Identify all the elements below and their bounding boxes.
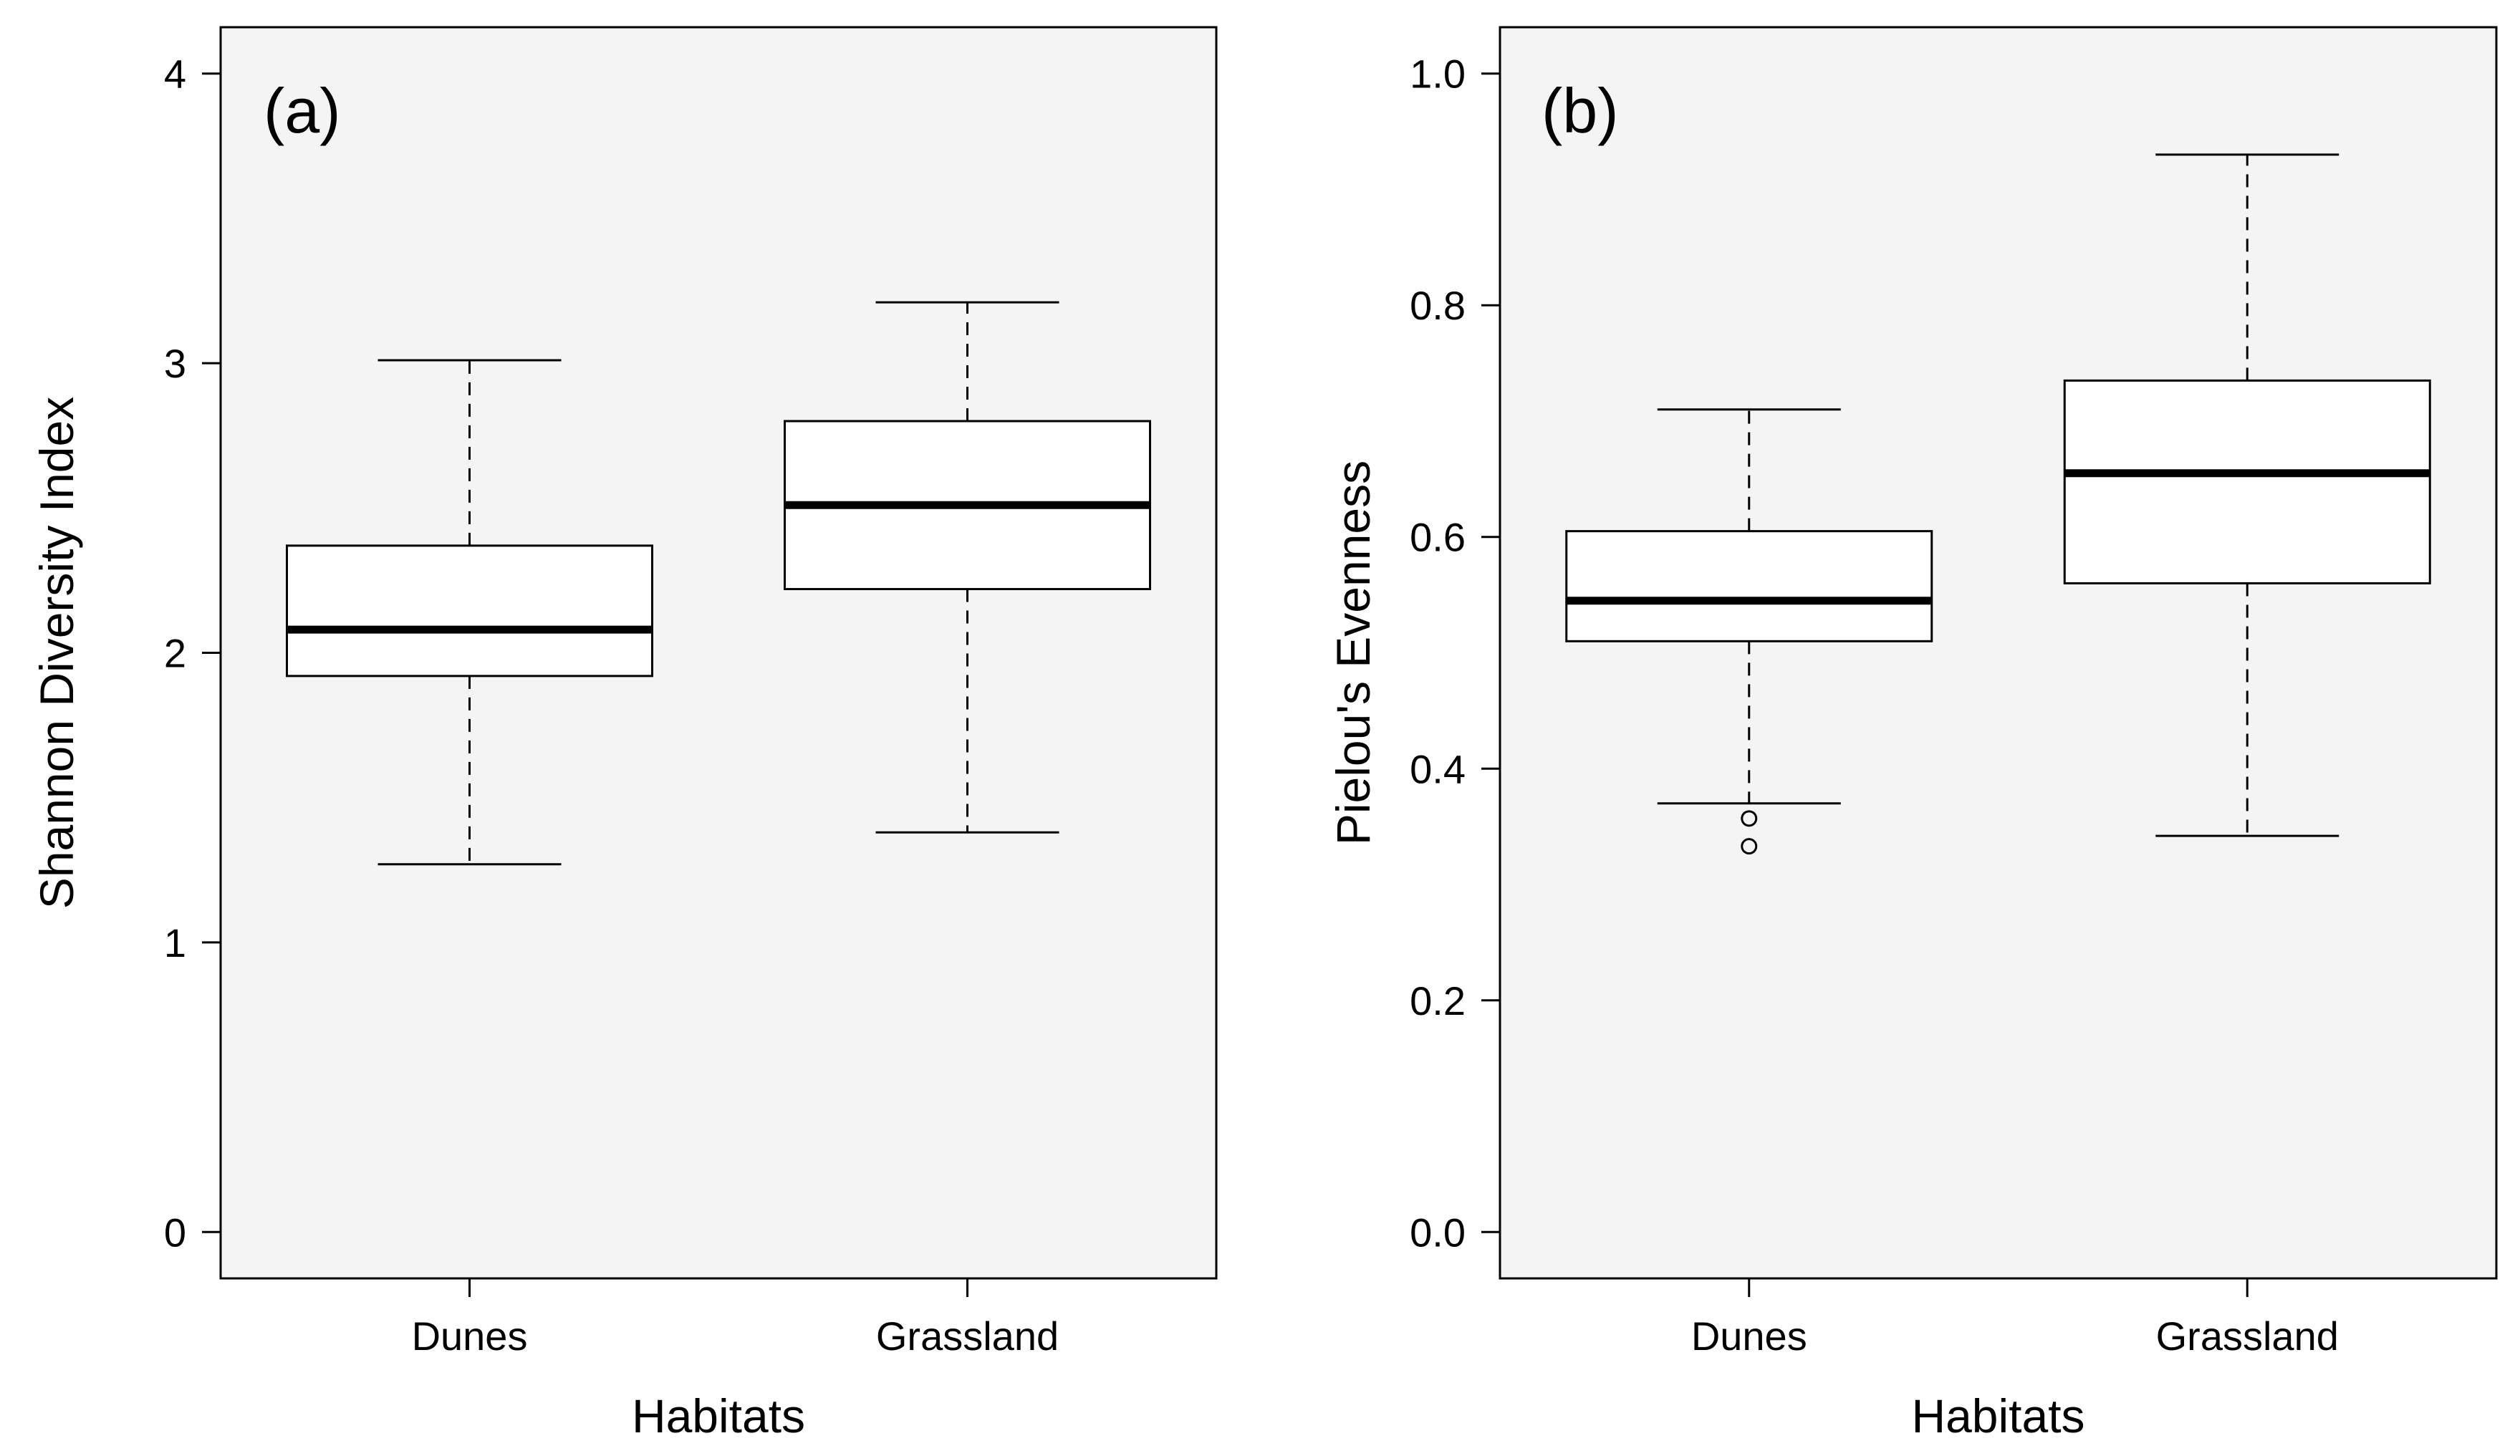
y-tick-label: 0 xyxy=(164,1210,186,1255)
box-grassland xyxy=(2063,153,2431,837)
box-dunes xyxy=(1565,408,1933,855)
outlier-point xyxy=(1741,838,1758,855)
iqr-box xyxy=(2063,379,2431,584)
y-axis-title: Shannon Diversity Index xyxy=(30,397,83,909)
y-tick-label: 2 xyxy=(164,631,186,676)
y-tick-label: 4 xyxy=(164,52,186,97)
y-tick-label: 1 xyxy=(164,920,186,965)
x-axis-title: Habitats xyxy=(632,1389,805,1442)
panel-label: (a) xyxy=(264,75,341,146)
box-grassland xyxy=(784,301,1151,834)
panel-label: (b) xyxy=(1542,75,1619,146)
y-tick-label: 3 xyxy=(164,341,186,386)
y-tick-label: 0.6 xyxy=(1410,515,1466,560)
plot-area xyxy=(1499,26,2498,1280)
y-tick-label: 0.2 xyxy=(1410,978,1466,1023)
panel-b: 0.0 0.2 0.4 0.6 0.8 1.0 Dunes Grassland Habitats… xyxy=(1327,26,2498,1442)
y-tick-label: 0.0 xyxy=(1410,1210,1466,1255)
y-tick-label: 0.8 xyxy=(1410,283,1466,328)
panel-a: 0 1 2 3 4 Dunes Grassland Habitats Shannon Diver… xyxy=(30,26,1218,1442)
iqr-box xyxy=(1565,530,1933,642)
y-tick-label: 1.0 xyxy=(1410,52,1466,97)
x-category-label: Grassland xyxy=(2156,1313,2339,1359)
x-category-label: Grassland xyxy=(876,1313,1059,1359)
y-tick-label: 0.4 xyxy=(1410,746,1466,791)
y-axis-title: Pielou's Evenness xyxy=(1327,461,1380,845)
x-category-label: Dunes xyxy=(412,1313,528,1359)
outlier-point xyxy=(1741,810,1758,827)
iqr-box xyxy=(286,544,653,678)
x-category-label: Dunes xyxy=(1691,1313,1807,1359)
box-dunes xyxy=(286,359,653,866)
x-axis-title: Habitats xyxy=(1911,1389,2084,1442)
